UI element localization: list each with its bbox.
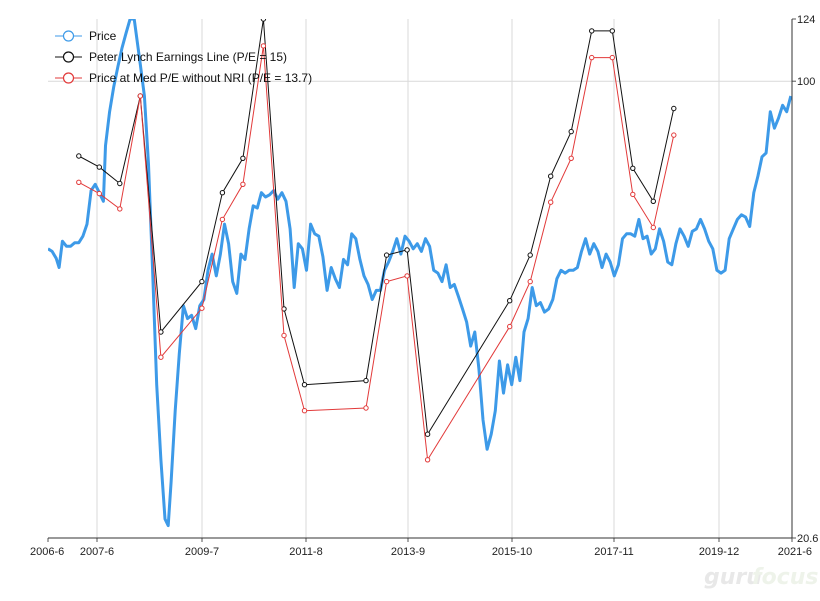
data-point [363, 377, 369, 384]
legend-marker [62, 30, 75, 42]
data-point [199, 278, 205, 285]
y-tick-label: 20.6 [797, 533, 818, 545]
x-tick-label: 2017-11 [594, 546, 634, 558]
x-tick-label: 2021-6 [778, 546, 812, 558]
data-point [240, 155, 246, 162]
data-point [527, 252, 533, 258]
series-line-2 [78, 45, 675, 462]
x-tick-label: 2013-9 [391, 546, 425, 558]
legend-label: Peter Lynch Earnings Line (P/E = 15) [89, 50, 287, 64]
data-point [260, 19, 267, 22]
data-point [609, 54, 615, 61]
data-point [137, 93, 144, 99]
data-point [507, 323, 513, 330]
data-point [117, 206, 123, 212]
data-point [548, 173, 554, 179]
data-point [424, 431, 431, 437]
legend-label: Price at Med P/E without NRI (P/E = 13.7… [89, 71, 312, 85]
data-point [527, 278, 533, 285]
data-point [404, 273, 410, 279]
data-point [404, 247, 410, 253]
data-point [650, 198, 656, 205]
data-point [363, 405, 369, 411]
series-line-1 [78, 19, 675, 436]
x-tick-label: 2006-6 [30, 546, 64, 558]
x-tick-label: 2009-7 [185, 546, 219, 558]
data-point [240, 181, 246, 188]
data-point [219, 190, 226, 196]
data-point [548, 199, 554, 205]
x-tick-label: 2019-12 [699, 546, 739, 558]
data-point [568, 155, 574, 162]
data-point [424, 457, 431, 463]
data-point [301, 408, 308, 414]
watermark-logo: guru focus [704, 565, 818, 590]
x-tick-label: 2011-8 [289, 546, 322, 558]
legend: Price Peter Lynch Earnings Line (P/E = 15… [55, 29, 312, 85]
data-point [609, 28, 615, 34]
data-point [589, 28, 595, 34]
data-point [301, 382, 308, 388]
data-point [281, 332, 287, 339]
data-point [383, 252, 390, 258]
data-point [507, 298, 513, 304]
data-point [158, 354, 164, 360]
data-point [96, 190, 103, 197]
x-tick-label: 2007-6 [80, 546, 114, 558]
price-line [48, 19, 792, 528]
y-tick-label: 100 [797, 76, 815, 88]
data-point [199, 305, 205, 311]
watermark-text-focus: focus [752, 565, 818, 590]
data-point [671, 132, 677, 138]
data-point [671, 105, 677, 112]
data-point [76, 179, 82, 186]
data-point [630, 165, 636, 172]
grid-lines [48, 19, 792, 538]
x-tick-label: 2015-10 [492, 546, 532, 558]
data-point [96, 164, 103, 170]
data-point [650, 224, 656, 231]
data-point [568, 128, 574, 135]
axes: 2006-6 2007-6 2009-7 2011-8 2013-9 2015-10 201… [30, 14, 818, 558]
series-0 [48, 19, 792, 528]
watermark-text-guru: guru [704, 565, 762, 590]
data-point [76, 153, 82, 159]
data-point [117, 180, 123, 187]
data-point [219, 216, 226, 223]
legend-marker [62, 72, 75, 84]
data-point [383, 278, 390, 285]
data-point [630, 191, 636, 198]
plot-area [48, 19, 792, 528]
data-point [589, 54, 595, 61]
legend-label: Price [89, 29, 117, 43]
data-point [260, 43, 267, 49]
legend-marker [62, 51, 75, 63]
y-tick-label: 124 [797, 14, 815, 26]
series-2 [76, 43, 677, 463]
